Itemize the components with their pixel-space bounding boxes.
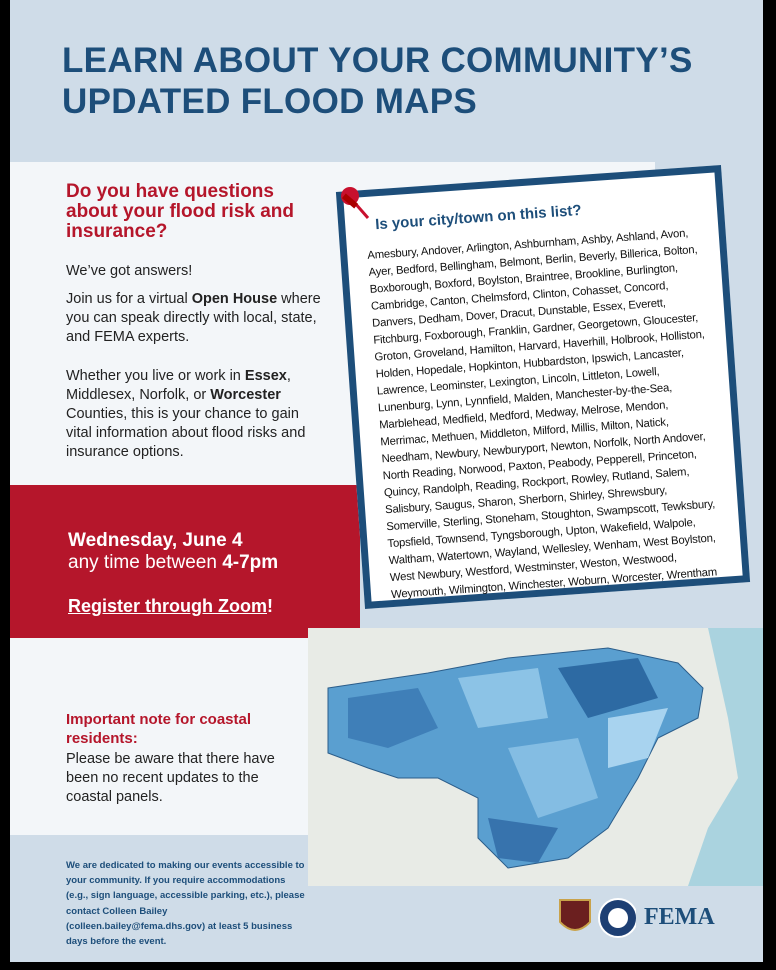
text: , Middlesex, Norfolk, or [66,368,291,403]
town-list: Amesbury, Andover, Arlington, Ashburnham… [367,227,718,602]
flyer: LEARN ABOUT YOUR COMMUNITY’S UPDATED FLO… [10,0,763,962]
footer: We are dedicated to making our events ac… [66,860,305,948]
flood-map [308,628,763,886]
text: where you can speak directly with local,… [66,291,321,345]
text[interactable]: Register through Zoom [68,596,267,616]
town-box: Is your city/town on this list? Amesbury… [335,165,751,609]
join-text: Join us for a virtual Open House where y… [66,290,328,347]
text: Essex [244,368,287,384]
fema-logo: FEMA [644,904,715,930]
text: ! [267,596,273,616]
counties-text: Whether you live or work in Essex, Middl… [66,367,328,462]
text: 4-7pm [222,552,279,573]
event-time: any time between 4-7pm [68,552,278,574]
text: Join us for a virtual [66,291,192,307]
answer: We’ve got answers! [66,263,193,279]
event-panel [10,485,360,638]
panel [10,638,310,835]
event: Wednesday, June 4 any time between 4-7pm [68,530,278,574]
pushpin [341,187,370,219]
event-date: Wednesday, June 4 [68,530,243,551]
logos [559,898,636,938]
text: Worcester [210,387,281,403]
text: Whether you live or work in [66,368,245,384]
note-heading: Important note for coastal residents: [66,711,252,747]
text: Counties, this is your chance to gain vi… [66,406,306,460]
title: LEARN ABOUT YOUR COMMUNITY’S UPDATED FLO… [62,41,693,121]
register-link[interactable]: Register through Zoom! [68,596,273,617]
text: Open House [191,291,278,307]
question: Do you have questions about your flood r… [66,181,295,242]
text: any time between [68,552,223,573]
note-body: Please be aware that there have been no … [66,751,275,805]
